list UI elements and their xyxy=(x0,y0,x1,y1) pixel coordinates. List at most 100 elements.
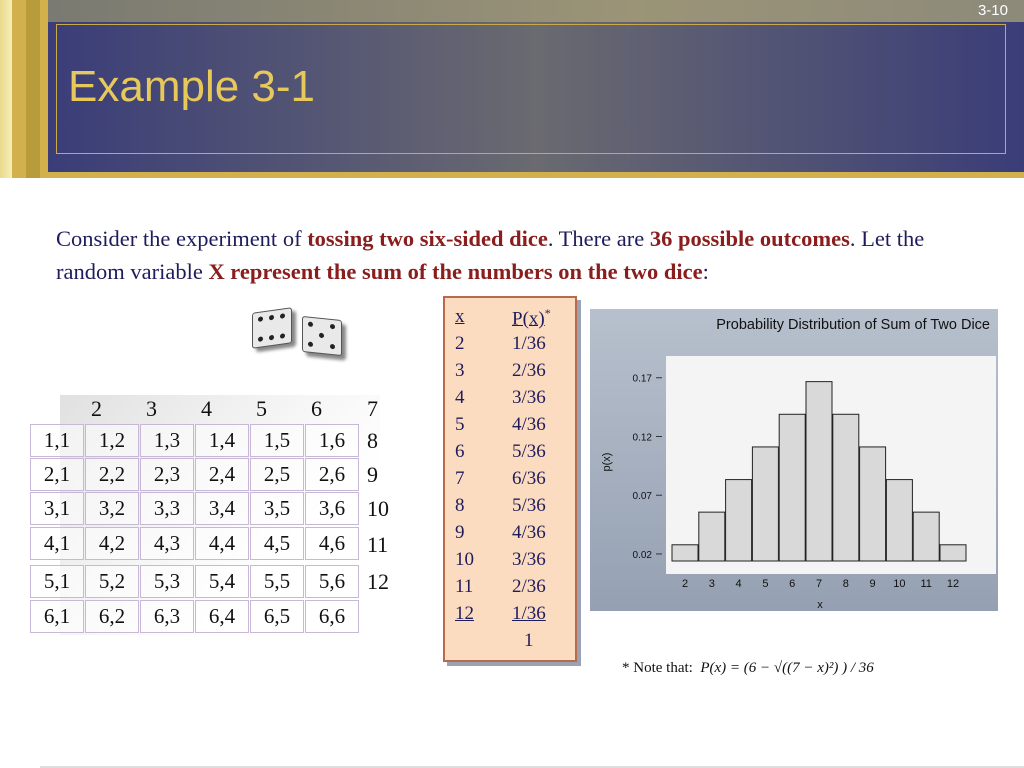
pmf-p-value: 2/36 xyxy=(512,360,546,381)
x-tick-label: 5 xyxy=(762,578,768,590)
grid-cell: 5,1 xyxy=(30,565,84,598)
grid-column-header: 4 xyxy=(201,396,212,421)
die-icon xyxy=(302,315,342,357)
pmf-header-star: * xyxy=(544,306,551,320)
pmf-header-x: x xyxy=(455,306,465,327)
x-tick-label: 6 xyxy=(789,578,795,590)
pmf-p-value: 1/36 xyxy=(512,603,546,624)
grid-cell: 2,6 xyxy=(305,458,359,491)
grid-column-header: 6 xyxy=(311,396,322,421)
grid-cell: 4,4 xyxy=(195,527,249,560)
chart-bar xyxy=(778,413,806,562)
intro-text: . Let the random variable xyxy=(56,226,925,284)
grid-cell: 1,4 xyxy=(195,424,249,457)
grid-cell: 5,3 xyxy=(140,565,194,598)
chart-bar xyxy=(912,511,940,562)
note-prefix: * Note that: xyxy=(622,660,693,676)
grid-cell: 4,1 xyxy=(30,527,84,560)
grid-column-header: 3 xyxy=(146,396,157,421)
grid-cell: 3,3 xyxy=(140,492,194,525)
chart-bar xyxy=(698,511,726,562)
y-tick-label: 0.17 xyxy=(633,374,653,385)
grid-cell: 6,6 xyxy=(305,600,359,633)
y-axis-label: p(x) xyxy=(601,453,613,472)
x-tick-label: 4 xyxy=(736,578,742,590)
chart-bar xyxy=(751,446,779,562)
intro-text: . There are xyxy=(547,226,650,251)
pmf-p-value: 6/36 xyxy=(512,468,546,489)
decorative-strip xyxy=(0,0,12,178)
grid-row-sum: 8 xyxy=(367,428,378,453)
chart-bar xyxy=(805,381,833,562)
grid-cell: 5,5 xyxy=(250,565,304,598)
grid-cell: 4,3 xyxy=(140,527,194,560)
grid-column-header: 2 xyxy=(91,396,102,421)
grid-cell: 6,1 xyxy=(30,600,84,633)
pmf-x-value: 9 xyxy=(455,522,465,543)
title-frame xyxy=(56,24,1006,154)
pmf-x-value: 3 xyxy=(455,360,465,381)
grid-cell: 2,2 xyxy=(85,458,139,491)
chart-bar xyxy=(671,544,699,562)
probability-chart: Probability Distribution of Sum of Two D… xyxy=(601,317,996,611)
pmf-p-value: 4/36 xyxy=(512,522,546,543)
y-tick-label: 0.02 xyxy=(633,550,653,561)
grid-cell: 1,2 xyxy=(85,424,139,457)
pmf-x-value: 6 xyxy=(455,441,465,462)
chart-bar xyxy=(725,479,753,562)
chart-title: Probability Distribution of Sum of Two D… xyxy=(716,317,990,333)
grid-column-header: 7 xyxy=(367,396,378,421)
grid-cell: 2,1 xyxy=(30,458,84,491)
intro-text: Consider the experiment of xyxy=(56,226,308,251)
pmf-x-value: 12 xyxy=(455,603,474,624)
intro-emphasis: tossing two six-sided dice xyxy=(307,226,548,251)
x-axis-label: x xyxy=(817,599,823,611)
pmf-header-p-text: P(x) xyxy=(512,308,545,330)
grid-cell: 3,1 xyxy=(30,492,84,525)
chart-bar xyxy=(859,446,887,562)
pmf-p-value: 4/36 xyxy=(512,414,546,435)
x-tick-label: 7 xyxy=(816,578,822,590)
chart-bar xyxy=(832,413,860,562)
grid-row-sum: 9 xyxy=(367,462,378,487)
grid-cell: 1,1 xyxy=(30,424,84,457)
pmf-p-value: 1/36 xyxy=(512,333,546,354)
decorative-strip xyxy=(26,0,40,178)
chart-bar xyxy=(885,479,913,562)
grid-cell: 4,6 xyxy=(305,527,359,560)
grid-column-header: 5 xyxy=(256,396,267,421)
slide-title: Example 3-1 xyxy=(68,62,316,111)
probability-table xyxy=(443,296,577,662)
pmf-p-value: 5/36 xyxy=(512,441,546,462)
pmf-p-value: 2/36 xyxy=(512,576,546,597)
header-panel xyxy=(48,0,1024,172)
grid-cell: 2,3 xyxy=(140,458,194,491)
x-tick-label: 11 xyxy=(920,578,931,590)
grid-cell: 1,6 xyxy=(305,424,359,457)
grid-cell: 2,4 xyxy=(195,458,249,491)
grid-cell: 5,4 xyxy=(195,565,249,598)
pmf-x-value: 2 xyxy=(455,333,465,354)
grid-row-sum: 12 xyxy=(367,569,389,594)
slide-number: 3-10 xyxy=(977,2,1008,19)
x-tick-label: 12 xyxy=(947,578,959,590)
grid-cell: 3,5 xyxy=(250,492,304,525)
pmf-p-value: 3/36 xyxy=(512,549,546,570)
grid-cell: 3,6 xyxy=(305,492,359,525)
formula-note: * Note that: P(x) = (6 − √((7 − x)²) ) /… xyxy=(622,660,874,677)
chart-bar xyxy=(939,544,967,562)
pmf-x-value: 8 xyxy=(455,495,465,516)
grid-cell: 6,4 xyxy=(195,600,249,633)
grid-cell: 6,3 xyxy=(140,600,194,633)
grid-cell: 3,2 xyxy=(85,492,139,525)
grid-cell: 3,4 xyxy=(195,492,249,525)
pmf-p-value: 3/36 xyxy=(512,387,546,408)
pmf-total: 1 xyxy=(524,630,534,651)
x-tick-label: 2 xyxy=(682,578,688,590)
pmf-x-value: 11 xyxy=(455,576,474,597)
x-tick-label: 3 xyxy=(709,578,715,590)
x-tick-label: 8 xyxy=(843,578,849,590)
pmf-x-value: 4 xyxy=(455,387,465,408)
x-tick-label: 9 xyxy=(870,578,876,590)
grid-row-sum: 10 xyxy=(367,496,389,521)
